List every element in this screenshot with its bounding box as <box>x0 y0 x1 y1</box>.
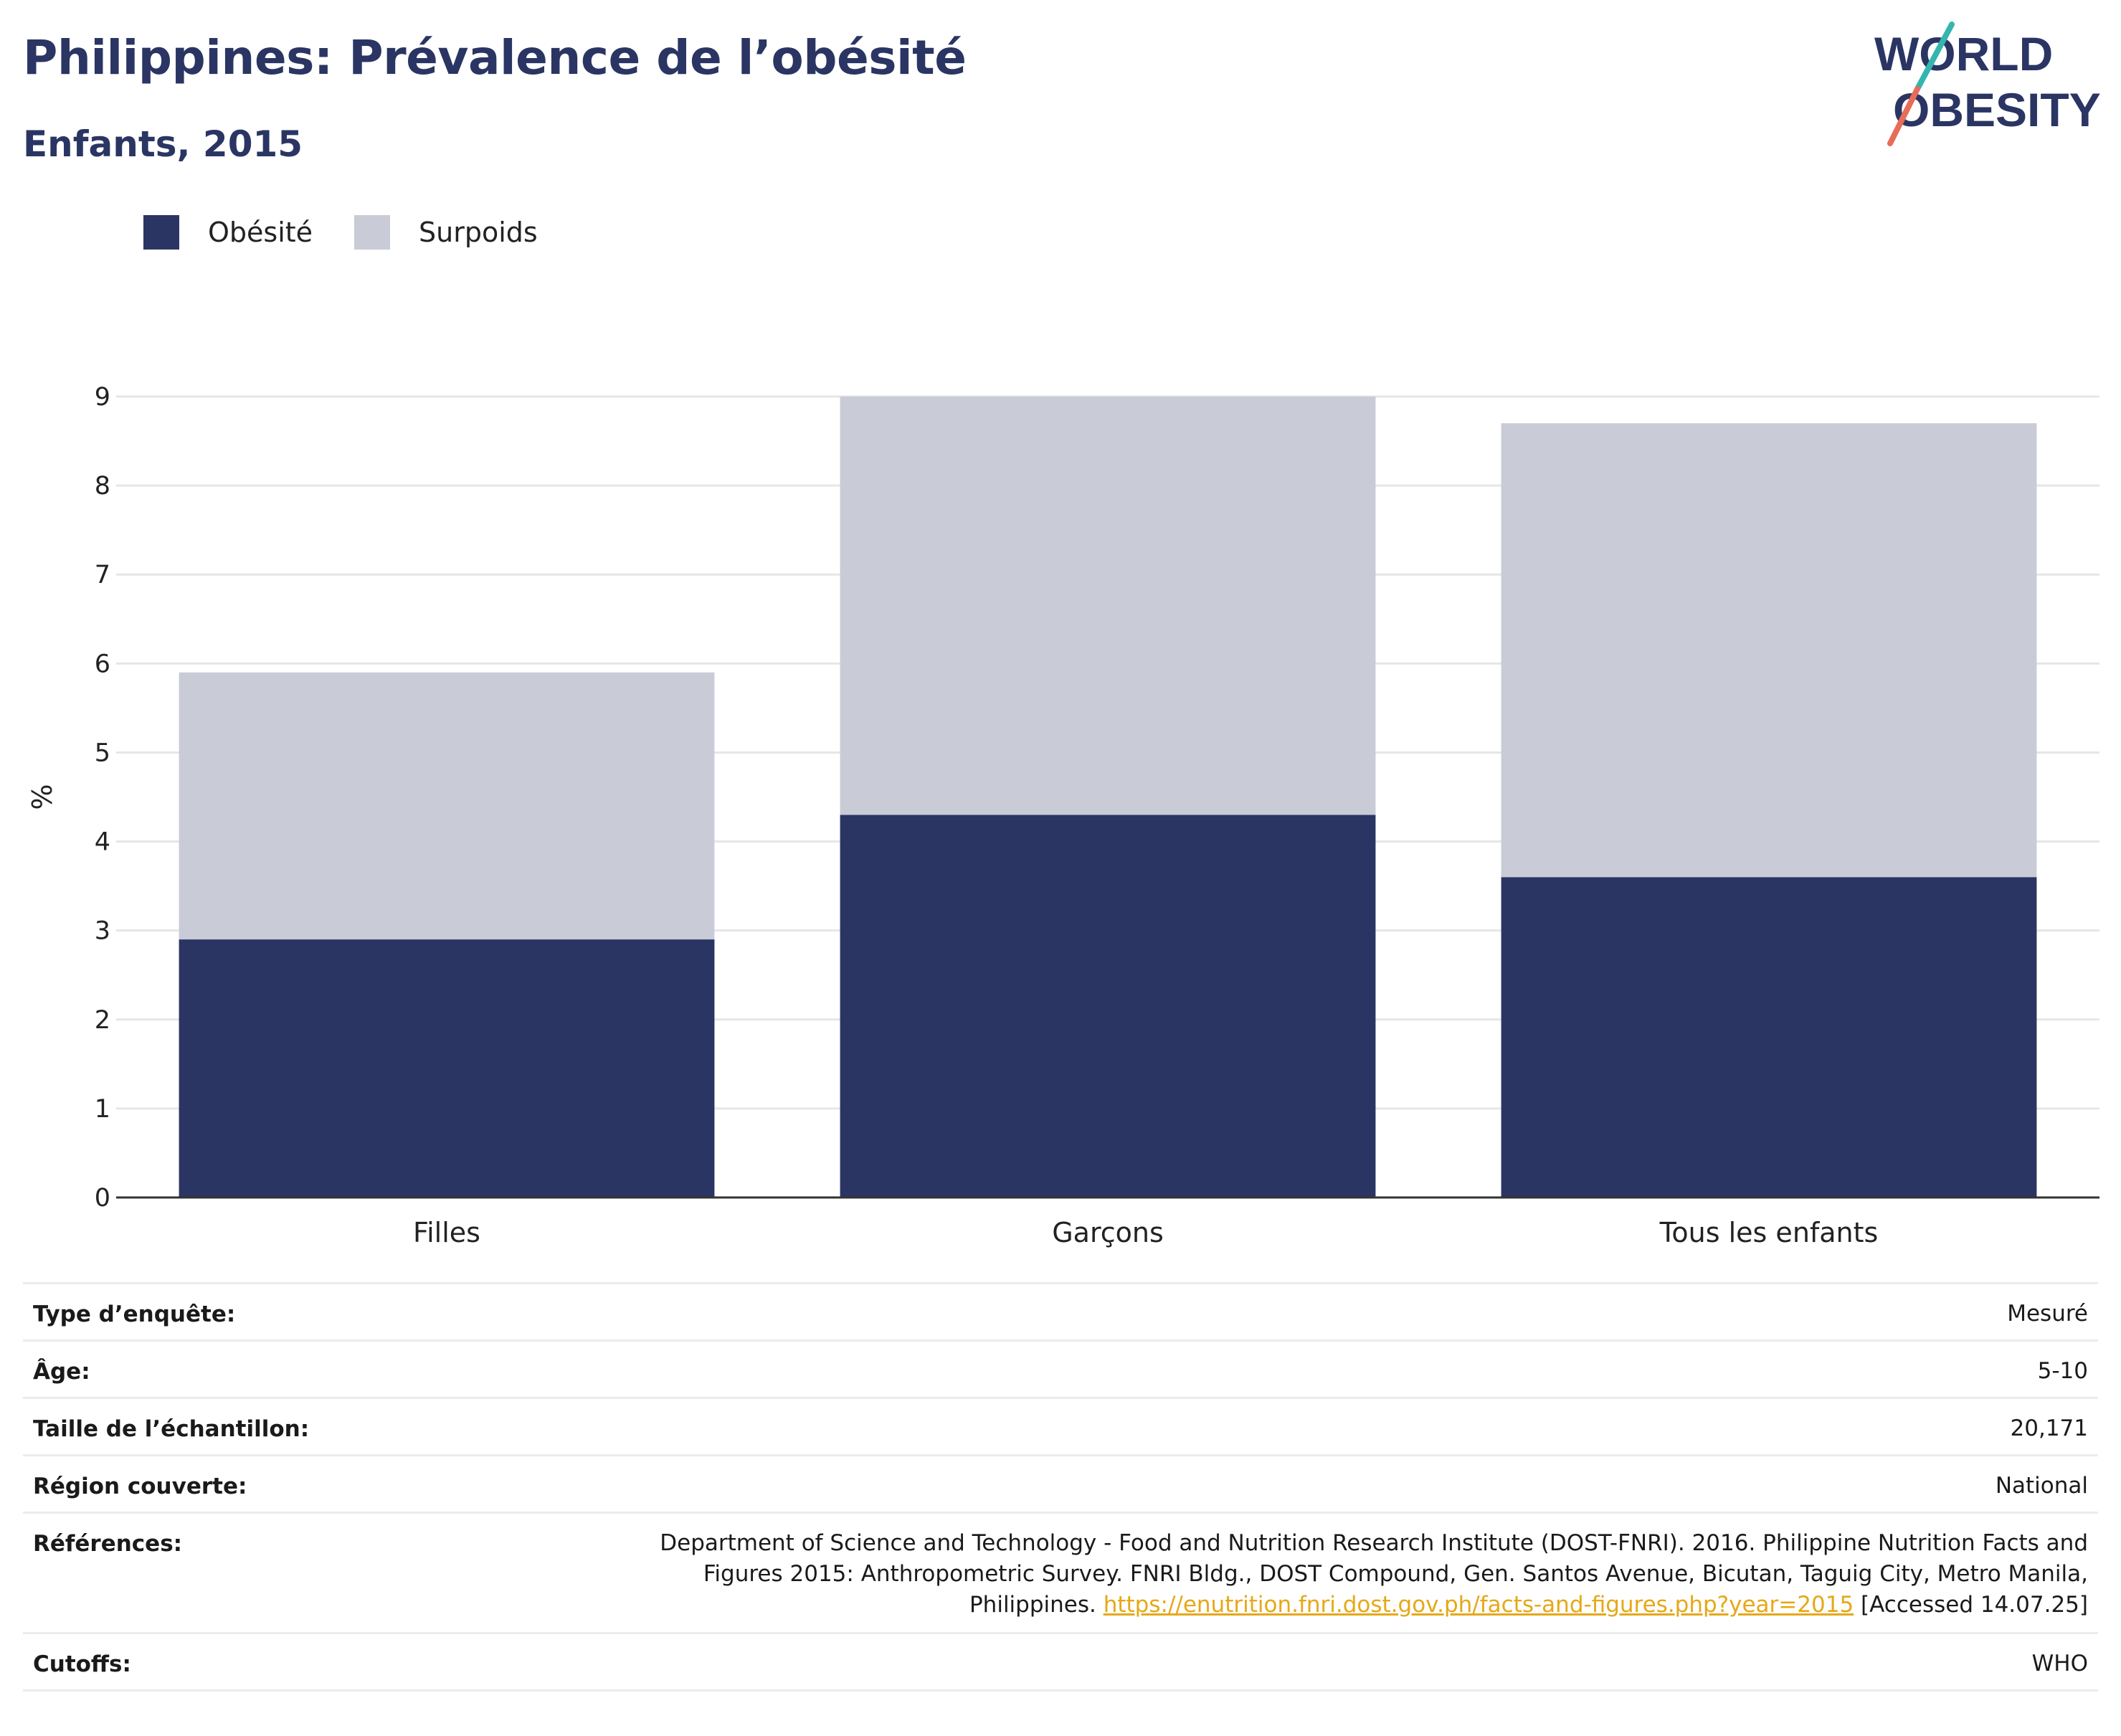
meta-row-cutoffs: Cutoffs: WHO <box>23 1632 2098 1692</box>
world-obesity-logo: WORLD OBESITY <box>1874 22 2101 146</box>
y-tick-label: 0 <box>95 1184 110 1213</box>
survey-metadata-table: Type d’enquête: Mesuré Âge: 5-10 Taille … <box>23 1282 2098 1692</box>
meta-value: 5-10 <box>525 1339 2098 1398</box>
meta-label: Âge: <box>23 1339 525 1398</box>
reference-line-3-prefix: Philippines. <box>969 1592 1096 1618</box>
bar-surpoids-0 <box>179 672 715 940</box>
y-tick-label: 8 <box>95 472 110 501</box>
x-tick-label: Filles <box>413 1217 480 1248</box>
meta-value: National <box>525 1454 2098 1513</box>
legend-swatch-obesite <box>143 215 179 250</box>
meta-label: Type d’enquête: <box>23 1282 525 1341</box>
legend-label-surpoids: Surpoids <box>419 217 538 248</box>
reference-line-2: Figures 2015: Anthropometric Survey. FNR… <box>703 1561 2088 1587</box>
meta-row-sample-size: Taille de l’échantillon: 20,171 <box>23 1397 2098 1456</box>
meta-row-age: Âge: 5-10 <box>23 1339 2098 1398</box>
meta-label: Région couverte: <box>23 1454 525 1513</box>
logo-line1: WORLD <box>1874 27 2053 80</box>
y-tick-label: 1 <box>95 1095 110 1124</box>
meta-row-survey-type: Type d’enquête: Mesuré <box>23 1282 2098 1341</box>
legend-swatch-surpoids <box>354 215 391 250</box>
x-tick-label: Tous les enfants <box>1659 1217 1879 1248</box>
meta-value-references: Department of Science and Technology - F… <box>525 1512 2098 1633</box>
meta-row-references: Références: Department of Science and Te… <box>23 1512 2098 1633</box>
y-tick-label: 6 <box>95 650 110 678</box>
legend-item-obesite[interactable]: Obésité <box>143 215 313 250</box>
logo-line2: OBESITY <box>1893 83 2101 136</box>
reference-link[interactable]: https://enutrition.fnri.dost.gov.ph/fact… <box>1103 1592 1854 1618</box>
reference-accessed: [Accessed 14.07.25] <box>1861 1592 2088 1618</box>
y-tick-label: 9 <box>95 383 110 412</box>
page-title: Philippines: Prévalence de l’obésité <box>23 30 967 85</box>
y-tick-label: 2 <box>95 1006 110 1035</box>
meta-label: Références: <box>23 1512 525 1633</box>
bar-obesite-0 <box>179 939 715 1197</box>
logo-slash-bottom <box>1887 86 1920 146</box>
legend-label-obesite: Obésité <box>208 217 313 248</box>
bar-obesite-2 <box>1501 877 2037 1197</box>
y-tick-label: 7 <box>95 561 110 589</box>
y-axis-label: % <box>27 784 58 810</box>
meta-value: 20,171 <box>525 1397 2098 1456</box>
chart-legend: Obésité Surpoids <box>143 212 579 252</box>
legend-item-surpoids[interactable]: Surpoids <box>354 215 538 250</box>
y-tick-label: 3 <box>95 917 110 946</box>
bar-chart: 0 1 2 3 4 5 6 7 8 9% Filles Garçons Tous les enfants <box>27 383 2099 1248</box>
meta-label: Cutoffs: <box>23 1632 525 1692</box>
logo-slash-top <box>1914 22 1955 92</box>
meta-row-region: Région couverte: National <box>23 1454 2098 1513</box>
meta-label: Taille de l’échantillon: <box>23 1397 525 1456</box>
y-tick-label: 5 <box>95 739 110 767</box>
reference-line-1: Department of Science and Technology - F… <box>660 1530 2088 1556</box>
meta-value: WHO <box>525 1632 2098 1692</box>
meta-value: Mesuré <box>525 1282 2098 1341</box>
y-tick-label: 4 <box>95 828 110 857</box>
bar-surpoids-1 <box>840 397 1376 815</box>
page-subtitle: Enfants, 2015 <box>23 123 303 165</box>
bar-obesite-1 <box>840 815 1376 1197</box>
bar-surpoids-2 <box>1501 423 2037 878</box>
x-tick-label: Garçons <box>1052 1217 1164 1248</box>
